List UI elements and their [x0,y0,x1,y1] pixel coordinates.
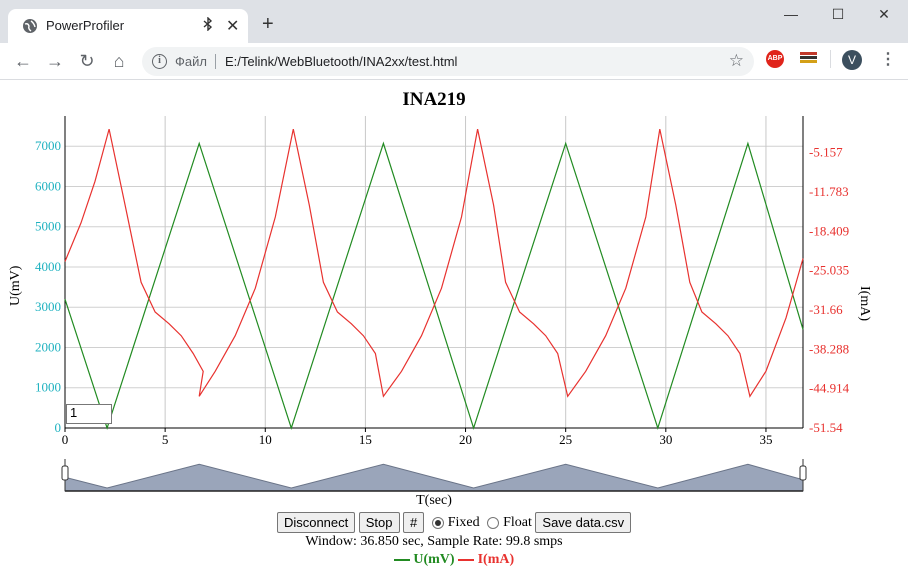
y-tick-label-left: 0 [55,420,62,435]
y-tick-label-left: 2000 [35,339,61,354]
y-tick-label-right: -38.288 [809,341,849,356]
fixed-label: Fixed [447,514,480,530]
legend-u-swatch [393,558,410,561]
y-tick-label-left: 5000 [35,219,61,234]
y-tick-label-right: -51.54 [809,420,843,435]
bookmark-star-icon[interactable]: ☆ [728,51,744,70]
status-text: Window: 36.850 sec, Sample Rate: 99.8 sm… [305,534,563,549]
page-content: INA219 0 1000 2000 3000 4000 5000 6000 7000 -5.1… [0,81,908,584]
browser-toolbar: ← → ↻ ⌂ i Файл E:/Telink/WebBluetooth/IN… [0,43,908,80]
control-bar: Disconnect Stop # Fixed Float Save data.… [0,512,908,533]
x-tick-label: 15 [359,432,372,447]
toolbar-divider [830,50,831,68]
y-tick-label-right: -44.914 [809,381,850,396]
y-tick-label-left: 7000 [35,138,61,153]
minimize-button[interactable]: — [784,6,798,22]
address-bar[interactable]: i Файл E:/Telink/WebBluetooth/INA2xx/tes… [142,47,754,76]
zoom-input[interactable]: 1 [66,404,112,424]
omnibox-divider [215,54,216,69]
y-tick-label-left: 1000 [35,380,61,395]
x-tick-label: 20 [459,432,472,447]
adblock-icon[interactable]: ABP [766,50,784,68]
legend-i-swatch [458,558,475,561]
float-label: Float [503,514,532,530]
home-icon[interactable]: ⌂ [113,51,125,71]
legend-u-label: U(mV) [413,552,455,567]
x-tick-label: 0 [62,432,69,447]
file-label: Файл [175,54,207,69]
maximize-button[interactable]: ☐ [831,6,845,22]
bluetooth-icon [203,16,213,34]
tab-title: PowerProfiler [46,18,125,33]
x-tick-label: 5 [162,432,169,447]
tab-close-button[interactable]: ✕ [226,18,240,35]
title-bar: PowerProfiler ✕ + — ☐ ✕ [0,0,908,43]
reload-icon[interactable]: ↻ [79,51,95,71]
x-axis-label: T(sec) [416,493,452,508]
y-axis-left-label: U(mV) [8,265,23,306]
y-axis-right-label: I(mA) [857,286,872,321]
x-tick-label: 10 [259,432,272,447]
grid-toggle-button[interactable]: # [403,512,425,533]
info-icon[interactable]: i [152,54,167,69]
x-tick-label: 30 [659,432,672,447]
x-tick-label: 25 [559,432,572,447]
forward-arrow-icon[interactable]: → [46,51,64,71]
legend: U(mV) I(mA) [0,552,908,568]
extension-icon[interactable] [800,52,817,66]
y-tick-label-left: 6000 [35,178,61,193]
fixed-radio[interactable] [431,516,444,529]
series-line-ima [64,128,804,398]
y-tick-label-right: -11.783 [809,184,849,199]
back-arrow-icon[interactable]: ← [14,51,32,71]
float-radio[interactable] [487,516,500,529]
y-tick-label-right: -25.035 [809,263,849,278]
save-data-button[interactable]: Save data.csv [535,512,632,533]
y-tick-label-right: -5.157 [809,145,843,160]
navigator-handle-left[interactable] [61,465,69,481]
browser-tab[interactable]: PowerProfiler ✕ [8,9,248,43]
disconnect-button[interactable]: Disconnect [276,512,356,533]
navigator-handle-right[interactable] [799,465,807,481]
url-text[interactable]: E:/Telink/WebBluetooth/INA2xx/test.html [225,54,458,69]
chart-title: INA219 [402,89,466,110]
x-tick-label: 35 [759,432,772,447]
legend-i-label: I(mA) [477,552,515,567]
y-tick-label-right: -31.66 [809,302,843,317]
y-tick-label-right: -18.409 [809,223,849,238]
y-tick-label-left: 3000 [35,299,61,314]
new-tab-button[interactable]: + [262,13,274,35]
close-window-button[interactable]: ✕ [878,6,890,22]
menu-dots-icon[interactable]: ⋮ [880,51,896,68]
globe-icon [23,19,37,33]
plot-area[interactable]: 0 1000 2000 3000 4000 5000 6000 7000 -5.157 -11.7… [0,81,908,501]
stop-button[interactable]: Stop [358,512,400,533]
series-line-umv [64,141,804,430]
profile-avatar[interactable]: V [842,50,862,70]
y-tick-label-left: 4000 [35,259,61,274]
